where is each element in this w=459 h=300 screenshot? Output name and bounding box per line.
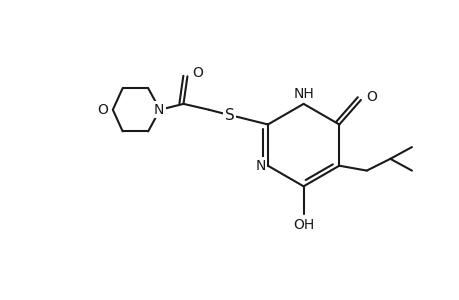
Text: OH: OH [292, 218, 313, 232]
Text: N: N [255, 159, 265, 173]
Text: O: O [192, 66, 203, 80]
Text: S: S [224, 108, 234, 123]
Text: N: N [153, 103, 164, 117]
Text: O: O [365, 90, 376, 104]
Text: NH: NH [292, 87, 313, 101]
Text: O: O [97, 103, 108, 117]
